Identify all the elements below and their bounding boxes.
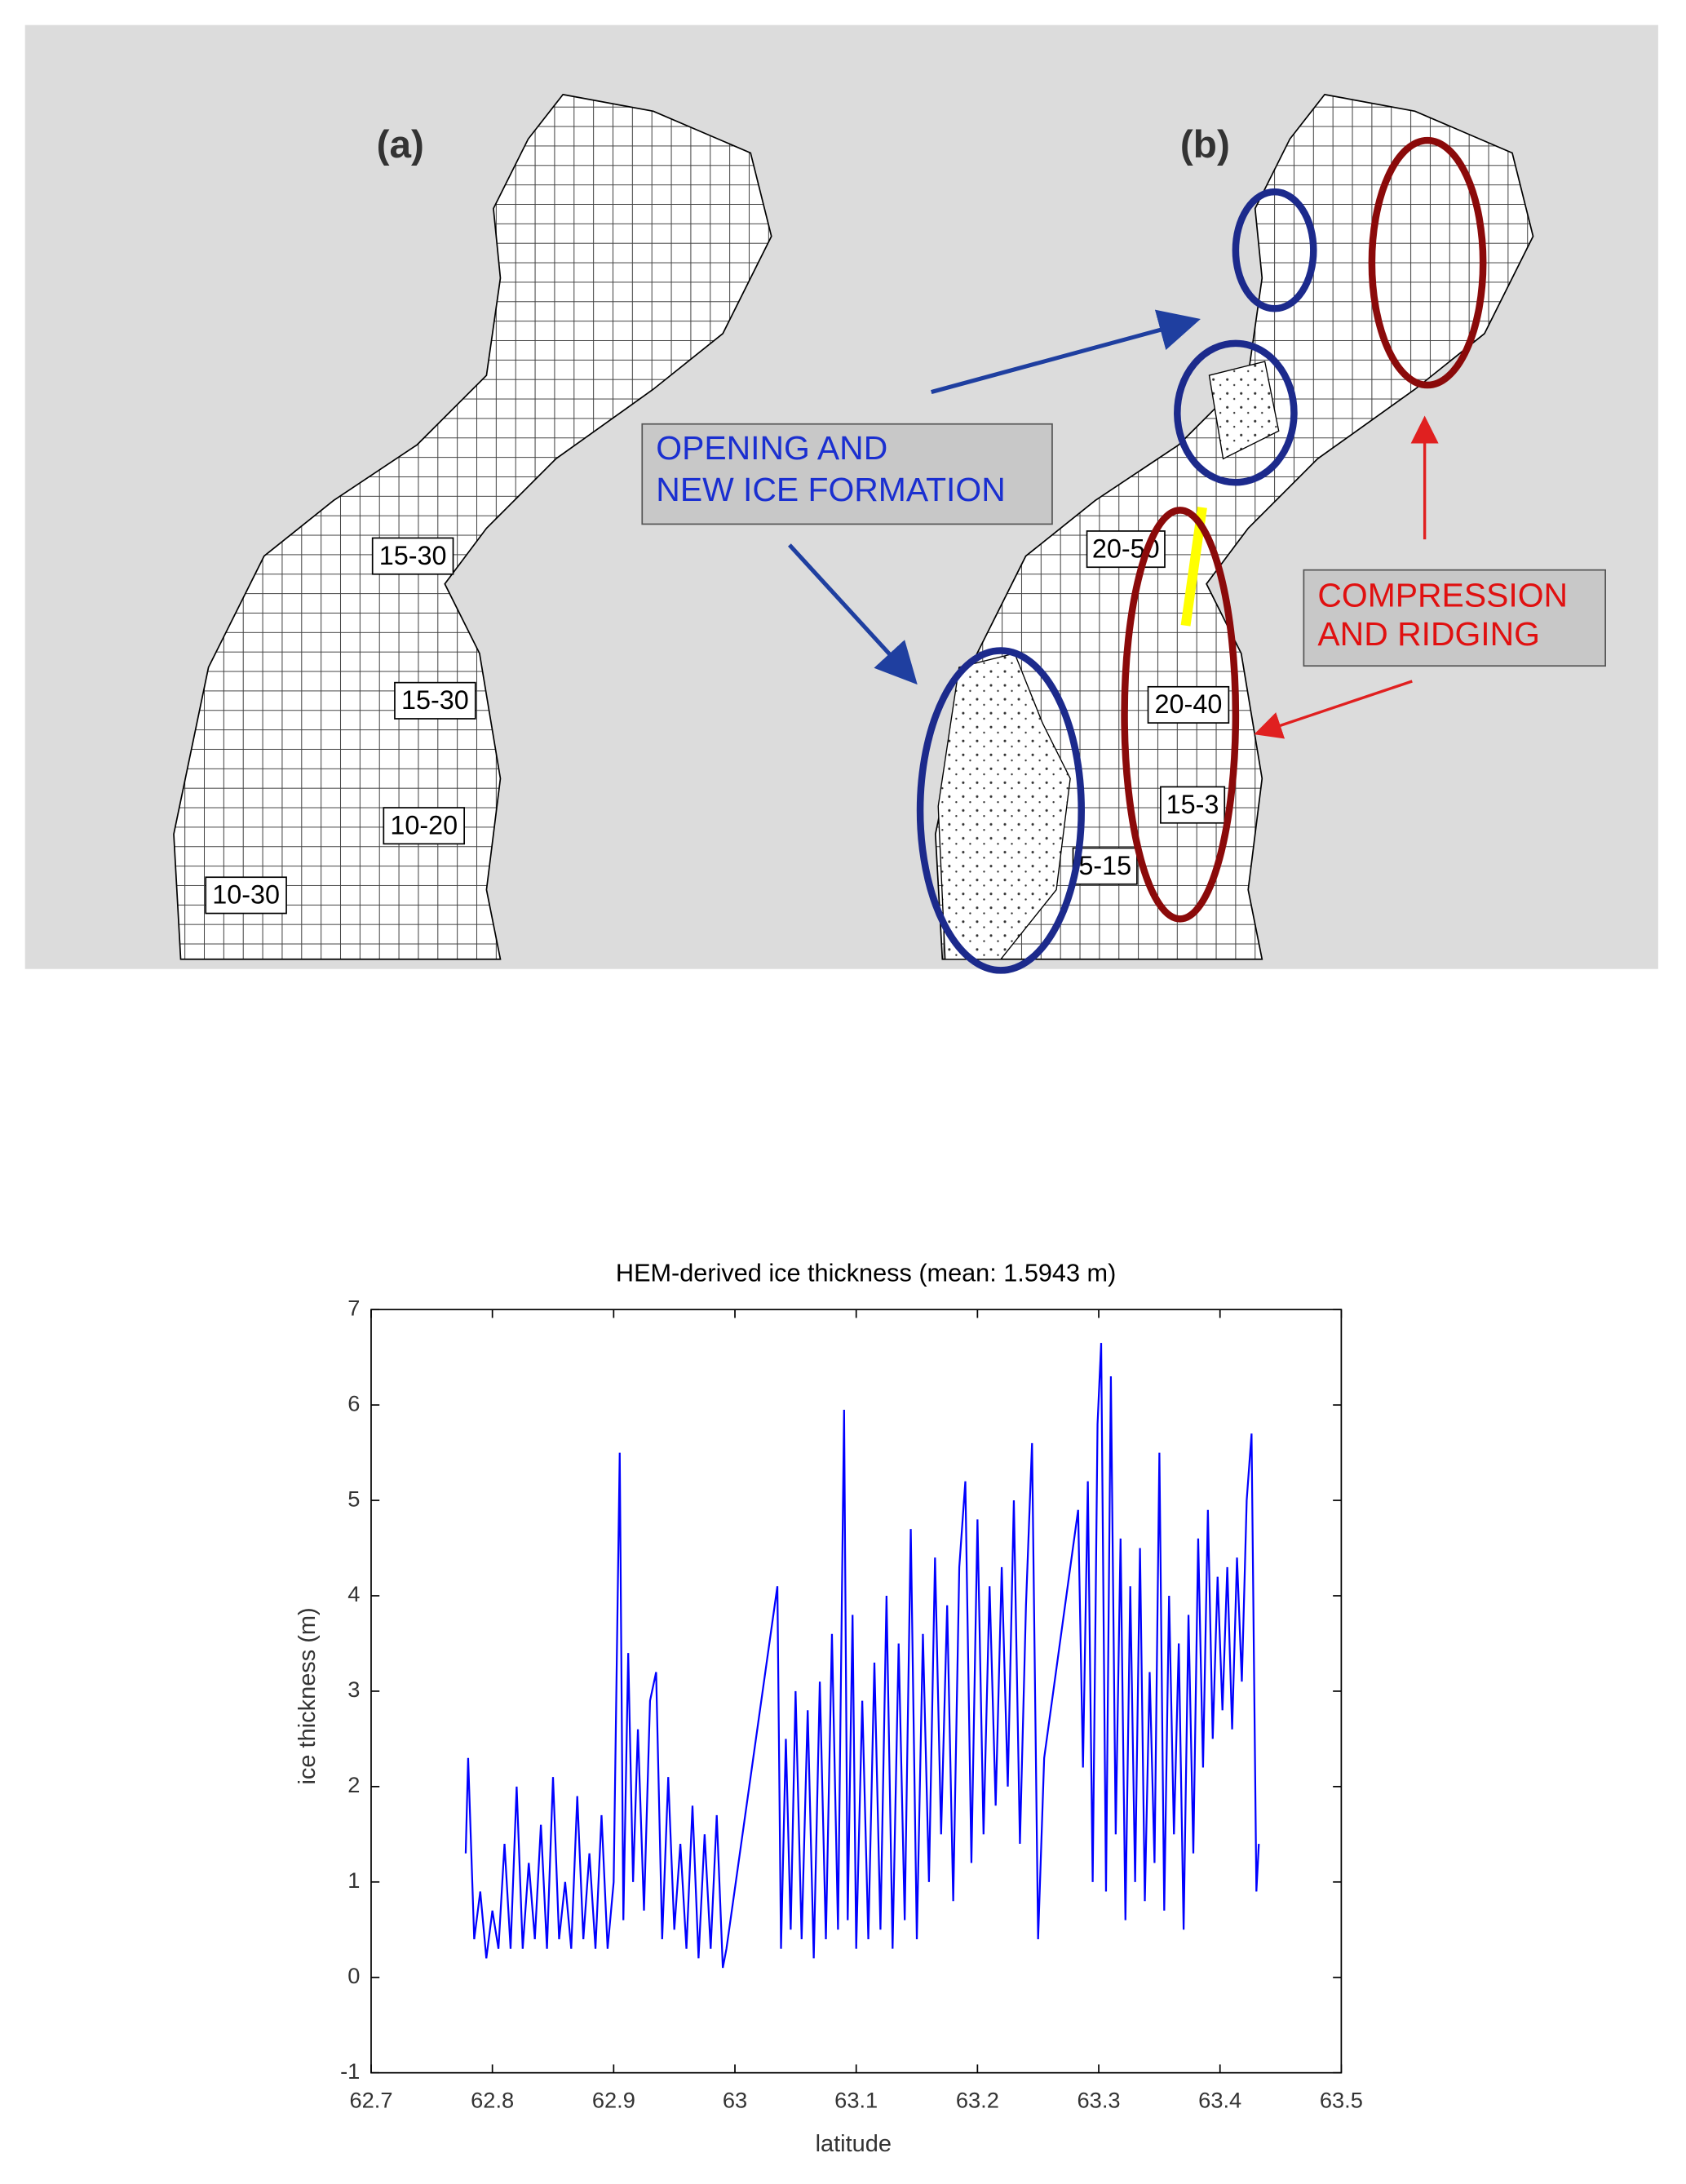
x-tick-label: 62.9 xyxy=(592,2088,635,2113)
chart-title: HEM-derived ice thickness (mean: 1.5943 … xyxy=(616,1260,1116,1287)
arrow xyxy=(931,309,1201,394)
label-box xyxy=(383,807,466,845)
thickness-label: 15-3 xyxy=(1166,790,1219,819)
thickness-label: 5-15 xyxy=(1078,851,1131,880)
label-box xyxy=(1147,685,1230,724)
compression-ellipse xyxy=(1121,507,1240,923)
y-tick-label: 6 xyxy=(347,1390,360,1415)
arrow xyxy=(1254,680,1413,739)
label-box xyxy=(1072,847,1138,885)
y-tick-label: 3 xyxy=(347,1677,360,1702)
y-tick-label: 1 xyxy=(347,1867,360,1893)
y-tick-label: 5 xyxy=(347,1486,360,1511)
annotation-box xyxy=(1303,569,1607,667)
y-tick-label: 7 xyxy=(347,1295,360,1320)
map-a: (a) 15-30 15-30 10-20 10-30 xyxy=(173,93,772,960)
x-axis-label: latitude xyxy=(816,2131,892,2157)
annotation: OPENING AND xyxy=(656,429,887,467)
annotation: AND RIDGING xyxy=(1317,615,1540,653)
opening-ellipse xyxy=(1232,188,1317,312)
y-tick-label: 2 xyxy=(347,1772,360,1797)
annotation: NEW ICE FORMATION xyxy=(656,471,1005,508)
thickness-label: 10-20 xyxy=(390,810,458,839)
line-chart: HEM-derived ice thickness (mean: 1.5943 … xyxy=(294,1260,1363,2157)
panel-label: (a) xyxy=(377,123,424,166)
opening-ellipse xyxy=(1174,339,1298,486)
y-tick-label: 0 xyxy=(347,1963,360,1988)
y-tick-label: 4 xyxy=(347,1581,360,1606)
thickness-label: 15-30 xyxy=(401,685,469,715)
opening-ellipse xyxy=(916,647,1085,974)
x-tick-label: 63.3 xyxy=(1078,2088,1121,2113)
data-line xyxy=(464,1343,1260,1969)
x-tick-label: 62.8 xyxy=(471,2088,514,2113)
y-tick-label: -1 xyxy=(340,2058,360,2084)
x-tick-label: 63.2 xyxy=(956,2088,999,2113)
x-tick-label: 63.1 xyxy=(834,2088,878,2113)
thickness-label: 10-30 xyxy=(212,880,280,910)
thickness-label: 20-40 xyxy=(1155,689,1223,719)
label-box xyxy=(1160,786,1226,824)
annotation: COMPRESSION xyxy=(1317,577,1568,614)
y-axis-label: ice thickness (m) xyxy=(294,1607,321,1784)
arrow xyxy=(788,543,918,685)
x-tick-label: 63 xyxy=(723,2088,747,2113)
label-box xyxy=(394,681,476,720)
annotation-box xyxy=(641,423,1053,525)
compression-ellipse xyxy=(1368,136,1487,389)
x-tick-label: 63.4 xyxy=(1198,2088,1241,2113)
panel-label: (b) xyxy=(1180,123,1230,166)
thickness-label: 15-30 xyxy=(379,541,447,570)
x-tick-label: 63.5 xyxy=(1320,2088,1363,2113)
label-box xyxy=(205,876,287,915)
label-box xyxy=(371,537,454,575)
x-tick-label: 62.7 xyxy=(349,2088,392,2113)
